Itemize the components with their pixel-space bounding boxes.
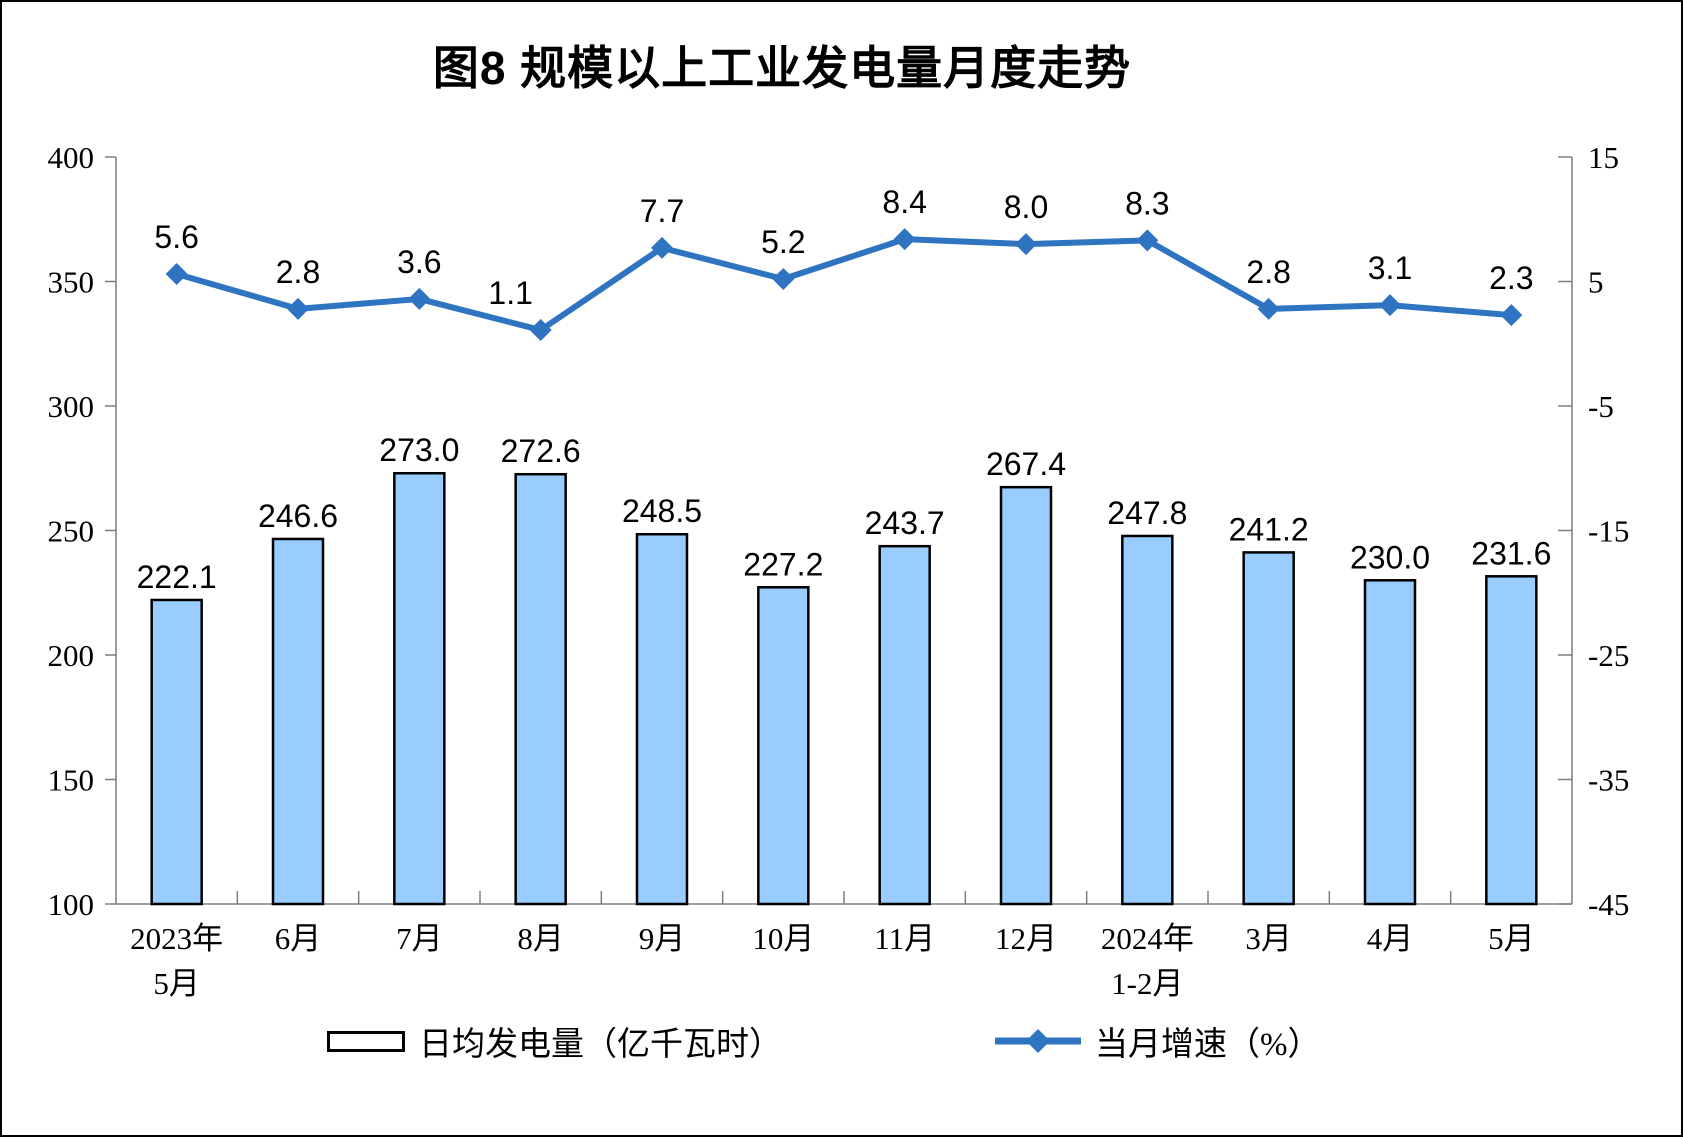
bar-data-label: 230.0 [1350, 539, 1430, 575]
legend-item-line: 当月增速（%） [995, 1020, 1321, 1063]
diamond-marker-icon [1015, 233, 1037, 256]
bar [878, 544, 931, 906]
bar-data-label: 247.8 [1107, 495, 1187, 531]
right-axis-tick-label: -25 [1588, 638, 1629, 673]
bar [1242, 551, 1295, 906]
x-axis-category-label: 6月 [275, 921, 322, 956]
bar [150, 598, 203, 906]
x-axis-category-label: 9月 [639, 921, 686, 956]
right-axis-tick-label: -15 [1588, 514, 1629, 549]
bar-data-label: 231.6 [1471, 535, 1551, 571]
bar [271, 537, 325, 906]
x-axis-category-label: 8月 [517, 921, 564, 956]
left-axis-tick-label: 150 [48, 763, 95, 798]
x-axis-category-label: 10月 [752, 921, 814, 956]
bar-data-label: 248.5 [622, 493, 702, 529]
diamond-marker-icon [772, 268, 795, 291]
diamond-marker-icon [1500, 304, 1523, 327]
left-axis-tick-label: 350 [48, 265, 95, 300]
left-axis-tick-label: 300 [48, 389, 95, 424]
bar-data-label: 227.2 [743, 546, 823, 582]
bar-series-swatch-icon [327, 1030, 405, 1052]
bar-data-label: 222.1 [137, 559, 217, 595]
left-axis-tick-label: 100 [48, 887, 95, 922]
legend-item-bars: 日均发电量（亿千瓦时） [327, 1020, 782, 1063]
line-data-label: 8.3 [1125, 185, 1169, 221]
x-axis-category-label: 1-2月 [1111, 966, 1183, 1001]
diamond-marker-icon [287, 297, 309, 320]
right-axis-tick-label: -45 [1588, 887, 1629, 922]
x-axis-category-label: 5月 [153, 966, 200, 1001]
x-axis-category-label: 5月 [1488, 921, 1535, 956]
diamond-marker-icon [165, 263, 188, 286]
line-data-label: 2.3 [1489, 260, 1533, 296]
line-data-label: 1.1 [488, 275, 532, 311]
x-axis-category-label: 7月 [396, 921, 443, 956]
diamond-marker-icon [529, 319, 552, 342]
line-series-swatch-icon [995, 1029, 1081, 1053]
legend-label-line: 当月增速（%） [1095, 1027, 1321, 1063]
line-data-label: 8.0 [1004, 189, 1048, 225]
bar [514, 472, 567, 906]
line-data-label: 2.8 [1246, 254, 1290, 290]
diamond-marker-icon [408, 287, 431, 310]
right-axis-tick-label: -35 [1588, 763, 1629, 798]
bar-data-label: 243.7 [865, 505, 945, 541]
line-data-label: 8.4 [882, 184, 926, 220]
bar [393, 471, 446, 906]
left-axis-tick-label: 400 [48, 140, 95, 175]
line-data-label: 3.6 [397, 244, 441, 280]
x-axis-category-label: 2023年 [130, 921, 223, 956]
chart-title: 图8 规模以上工业发电量月度走势 [432, 42, 1132, 94]
left-axis-tick-label: 200 [48, 638, 95, 673]
diamond-marker-icon [651, 236, 673, 259]
bar [1485, 575, 1538, 906]
x-axis-category-label: 4月 [1367, 921, 1414, 956]
diamond-marker-icon [1379, 294, 1401, 317]
diamond-marker-icon [1257, 297, 1280, 320]
line-data-label: 2.8 [276, 254, 320, 290]
bar-data-label: 246.6 [258, 498, 338, 534]
bar [635, 532, 689, 906]
x-axis-category-label: 2024年 [1101, 921, 1194, 956]
x-axis-category-label: 12月 [995, 921, 1057, 956]
bar-data-label: 272.6 [501, 433, 581, 469]
bar-data-label: 267.4 [986, 446, 1066, 482]
bar [1121, 534, 1174, 906]
diamond-marker-icon [893, 228, 916, 251]
right-axis-tick-label: 5 [1588, 265, 1604, 300]
diamond-marker-icon [1136, 229, 1159, 252]
line-data-label: 3.1 [1368, 250, 1412, 286]
bar [999, 485, 1053, 906]
bar [757, 586, 810, 906]
growth-line [173, 236, 1515, 334]
bar [1363, 579, 1417, 906]
right-axis-tick-label: -5 [1588, 389, 1614, 424]
x-axis-category-label: 11月 [874, 921, 935, 956]
line-data-label: 5.6 [154, 219, 198, 255]
bar-data-label: 241.2 [1229, 511, 1309, 547]
bar-data-label: 273.0 [379, 432, 459, 468]
legend-label-bars: 日均发电量（亿千瓦时） [419, 1027, 782, 1063]
right-axis-tick-label: 15 [1588, 140, 1619, 175]
x-axis-category-label: 3月 [1245, 921, 1292, 956]
line-data-label: 7.7 [640, 193, 684, 229]
line-data-label: 5.2 [761, 224, 805, 260]
left-axis-tick-label: 250 [48, 514, 95, 549]
